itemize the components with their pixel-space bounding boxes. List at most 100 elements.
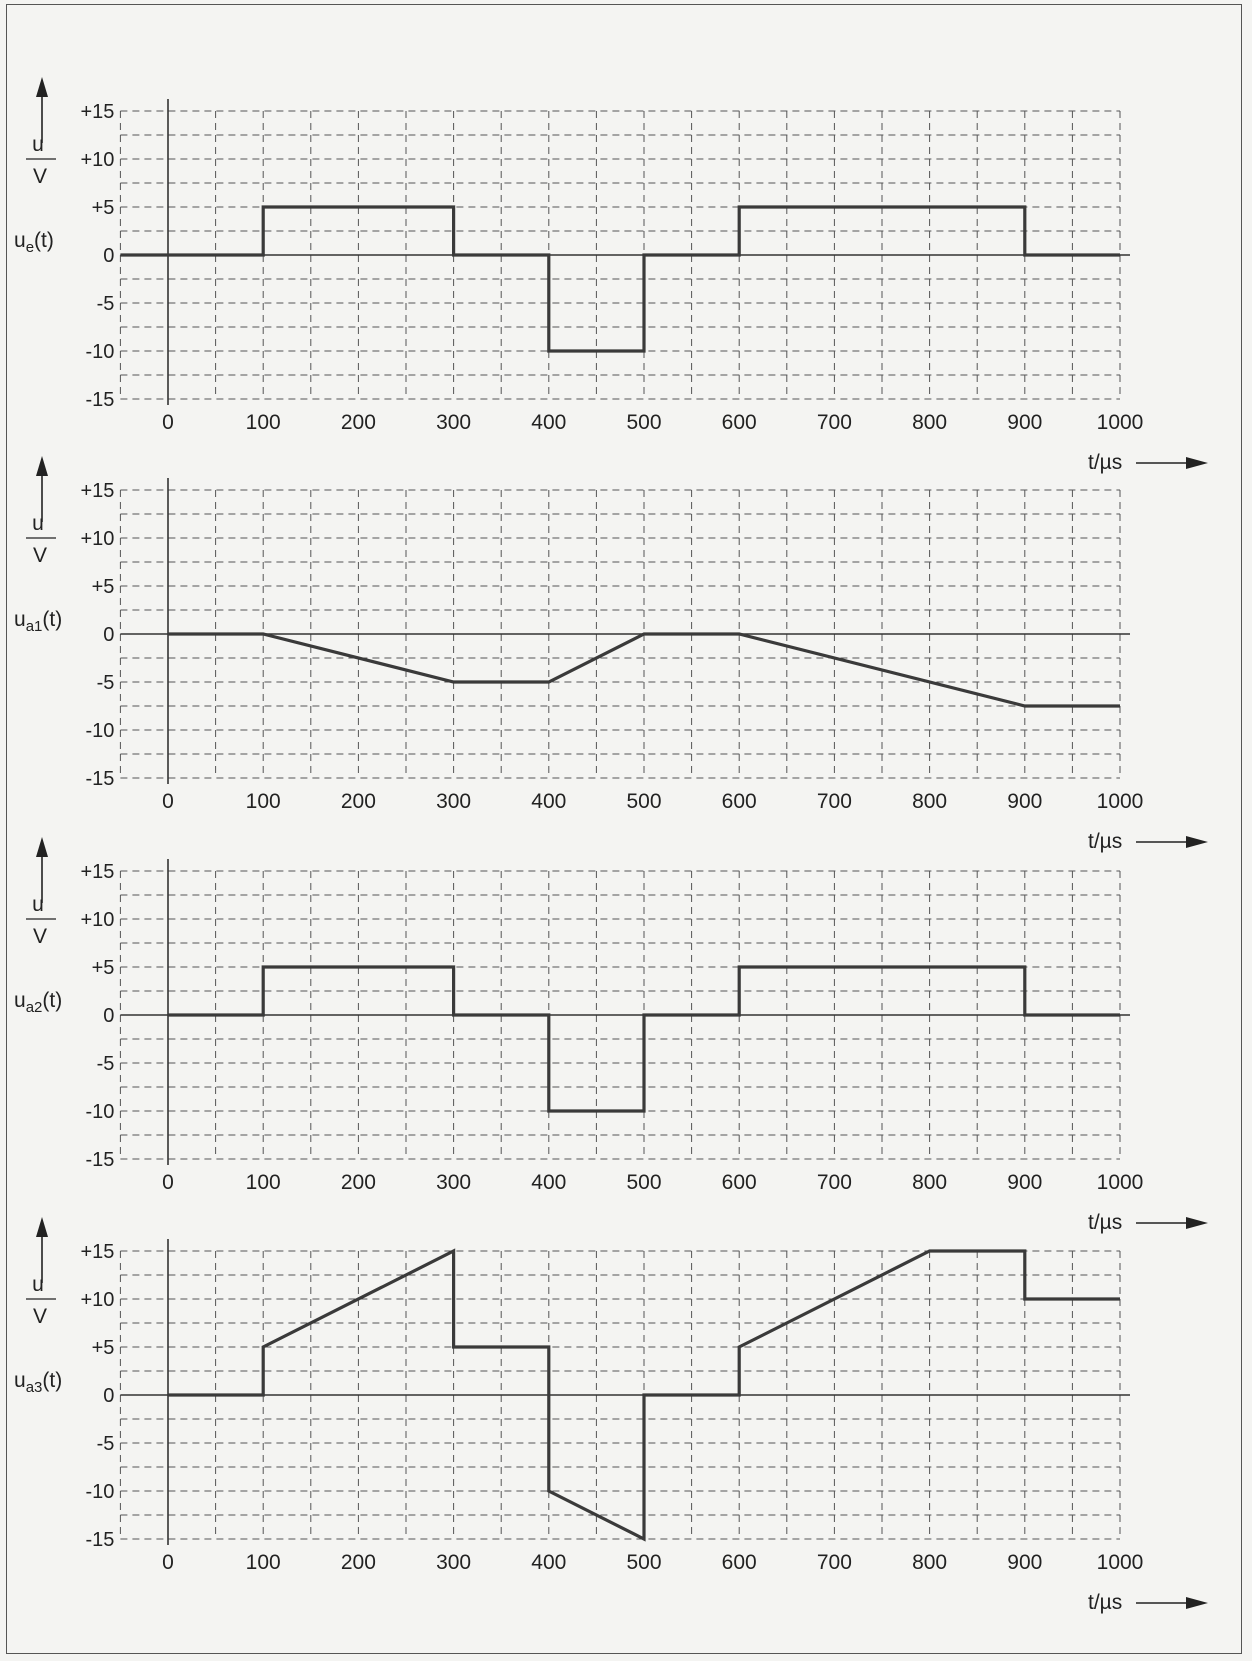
y-tick-label: -15: [85, 389, 114, 411]
x-tick-label: 1000: [1097, 1551, 1144, 1574]
arrow-up-icon: [36, 456, 48, 476]
x-tick-label: 0: [162, 1171, 174, 1194]
y-unit-numerator: u: [32, 893, 44, 916]
chart-panel-a2: +15 +10 +5 0 -5 -10 -15 0 100 200 300 400 500 600 700 8…: [14, 837, 1208, 1234]
y-unit-denominator: V: [33, 165, 47, 188]
y-tick-label: +10: [80, 149, 114, 171]
y-tick-label: +5: [92, 1337, 115, 1359]
chart-panel-a1: +15 +10 +5 0 -5 -10 -15 0 100 200 300 400 500 600 700 8…: [14, 456, 1208, 853]
arrow-right-icon: [1186, 457, 1208, 469]
y-tick-label: -10: [85, 720, 114, 742]
y-tick-label: -5: [97, 672, 115, 694]
x-tick-label: 900: [1007, 1171, 1042, 1194]
x-tick-label: 100: [246, 1171, 281, 1194]
y-tick-label: 0: [103, 1385, 114, 1407]
y-tick-label: -15: [85, 768, 114, 790]
x-tick-label: 300: [436, 790, 471, 813]
x-tick-label: 600: [722, 1171, 757, 1194]
y-tick-label: +10: [80, 1289, 114, 1311]
arrow-up-icon: [36, 837, 48, 857]
chart-panel-e: +15 +10 +5 0 -5 -10 -15 0 100 200 300 400 500 600 700 8…: [14, 77, 1208, 474]
y-tick-label: -5: [97, 1053, 115, 1075]
y-tick-label: +5: [92, 576, 115, 598]
x-tick-label: 800: [912, 790, 947, 813]
y-unit-denominator: V: [33, 1305, 47, 1328]
x-tick-label: 500: [626, 1551, 661, 1574]
y-tick-label: +5: [92, 957, 115, 979]
x-tick-label: 200: [341, 1171, 376, 1194]
x-tick-label: 600: [722, 1551, 757, 1574]
y-tick-label: -15: [85, 1529, 114, 1551]
x-tick-label: 1000: [1097, 411, 1144, 434]
y-tick-label: +5: [92, 197, 115, 219]
y-tick-label: +15: [80, 1241, 114, 1263]
x-tick-label: 0: [162, 411, 174, 434]
x-tick-label: 200: [341, 411, 376, 434]
arrow-up-icon: [36, 77, 48, 97]
x-tick-label: 500: [626, 1171, 661, 1194]
x-tick-label: 100: [246, 1551, 281, 1574]
y-unit-denominator: V: [33, 925, 47, 948]
x-tick-label: 300: [436, 411, 471, 434]
x-tick-label: 800: [912, 1171, 947, 1194]
x-tick-label: 400: [531, 790, 566, 813]
arrow-right-icon: [1186, 1217, 1208, 1229]
x-tick-label: 400: [531, 1171, 566, 1194]
x-tick-label: 500: [626, 790, 661, 813]
x-tick-label: 100: [246, 411, 281, 434]
figure-frame: [6, 4, 1242, 1654]
x-tick-label: 1000: [1097, 790, 1144, 813]
x-tick-label: 900: [1007, 411, 1042, 434]
x-tick-label: 200: [341, 790, 376, 813]
x-tick-label: 700: [817, 1171, 852, 1194]
x-tick-label: 200: [341, 1551, 376, 1574]
waveform-e: [120, 205, 1120, 353]
x-tick-label: 300: [436, 1551, 471, 1574]
x-tick-label: 600: [722, 790, 757, 813]
y-tick-label: -10: [85, 1101, 114, 1123]
x-tick-label: 400: [531, 1551, 566, 1574]
x-tick-label: 1000: [1097, 1171, 1144, 1194]
x-tick-label: 600: [722, 411, 757, 434]
x-axis-label: t/µs: [1088, 1211, 1122, 1234]
y-tick-label: +10: [80, 528, 114, 550]
x-tick-label: 700: [817, 790, 852, 813]
waveform-a3: [168, 1248, 1120, 1542]
y-unit-denominator: V: [33, 544, 47, 567]
x-tick-label: 700: [817, 1551, 852, 1574]
x-axis-label: t/µs: [1088, 1591, 1122, 1614]
y-tick-label: +15: [80, 480, 114, 502]
x-axis-label: t/µs: [1088, 451, 1122, 474]
waveform-a1: [168, 632, 1120, 708]
y-tick-label: 0: [103, 1005, 114, 1027]
y-tick-label: -5: [97, 1433, 115, 1455]
x-tick-label: 100: [246, 790, 281, 813]
x-tick-label: 0: [162, 1551, 174, 1574]
y-tick-label: -5: [97, 293, 115, 315]
x-tick-label: 700: [817, 411, 852, 434]
y-tick-label: +15: [80, 861, 114, 883]
chart-panel-a3: +15 +10 +5 0 -5 -10 -15 0 100 200 300 400 500 600 700 8…: [14, 1217, 1208, 1614]
x-tick-label: 900: [1007, 790, 1042, 813]
y-tick-label: +10: [80, 909, 114, 931]
y-tick-label: 0: [103, 245, 114, 267]
arrow-right-icon: [1186, 1597, 1208, 1609]
arrow-up-icon: [36, 1217, 48, 1237]
y-tick-label: +15: [80, 101, 114, 123]
y-unit-numerator: u: [32, 133, 44, 156]
signal-name: ua1(t): [14, 608, 62, 635]
y-tick-label: 0: [103, 624, 114, 646]
y-tick-label: -10: [85, 1481, 114, 1503]
signal-name: ua2(t): [14, 989, 62, 1016]
signal-name: ue(t): [14, 229, 54, 256]
y-tick-label: -10: [85, 341, 114, 363]
waveform-a2: [168, 965, 1120, 1113]
x-axis-label: t/µs: [1088, 830, 1122, 853]
x-tick-label: 300: [436, 1171, 471, 1194]
signal-name: ua3(t): [14, 1369, 62, 1396]
x-tick-label: 400: [531, 411, 566, 434]
y-tick-label: -15: [85, 1149, 114, 1171]
x-tick-label: 500: [626, 411, 661, 434]
